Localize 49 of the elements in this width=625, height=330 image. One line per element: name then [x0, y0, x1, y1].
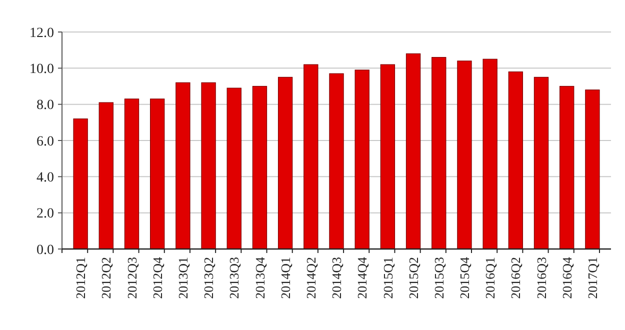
- bar: [432, 57, 446, 250]
- bar: [201, 82, 216, 250]
- x-tick-label: 2013Q4: [252, 256, 268, 299]
- y-tick-label: 12.0: [30, 26, 54, 41]
- x-tick-label: 2012Q1: [73, 257, 88, 299]
- x-tick-label: 2014Q3: [329, 257, 344, 299]
- y-tick-label: 4.0: [36, 170, 54, 186]
- x-tick-label: 2013Q3: [226, 257, 242, 299]
- y-tick-label: 8.0: [36, 98, 54, 114]
- x-tick-label: 2017Q1: [584, 257, 600, 299]
- y-tick-label: 10.0: [30, 62, 54, 78]
- x-tick-label: 2013Q1: [175, 257, 190, 299]
- x-tick-label: 2016Q1: [482, 257, 498, 299]
- bar: [304, 64, 318, 250]
- bar: [252, 86, 268, 250]
- bar: [150, 98, 165, 250]
- x-tick-label: 2016Q3: [534, 257, 549, 299]
- bar: [406, 53, 421, 250]
- bar: [329, 73, 344, 250]
- bar: [560, 86, 574, 250]
- x-tick-label: 2014Q4: [354, 256, 370, 299]
- bar: [176, 82, 190, 250]
- x-tick-label: 2012Q4: [150, 256, 165, 299]
- bar: [534, 76, 549, 250]
- x-tick-label: 2015Q2: [406, 257, 421, 299]
- y-tick-label: 2.0: [36, 206, 54, 222]
- bar: [98, 102, 114, 250]
- x-tick-label: 2016Q4: [559, 256, 574, 299]
- x-tick-label: 2015Q4: [457, 256, 472, 299]
- x-tick-label: 2016Q2: [508, 257, 524, 299]
- bar: [226, 88, 242, 250]
- x-tick-label: 2015Q1: [380, 257, 396, 299]
- y-tick-label: 0.0: [36, 242, 54, 258]
- x-tick-label: 2012Q2: [98, 257, 114, 299]
- bar: [585, 90, 600, 250]
- bar: [380, 64, 396, 250]
- bar: [73, 118, 88, 250]
- x-tick-label: 2014Q2: [303, 257, 318, 299]
- bar: [278, 76, 293, 250]
- x-tick-label: 2012Q3: [124, 257, 140, 299]
- bar: [482, 58, 498, 250]
- bar: [457, 60, 472, 250]
- x-tick-label: 2013Q2: [201, 257, 216, 299]
- x-tick-label: 2014Q1: [278, 257, 293, 299]
- y-tick-label: 6.0: [36, 134, 54, 150]
- bar: [354, 70, 370, 250]
- bar: [508, 71, 523, 250]
- bar: [124, 98, 140, 250]
- x-tick-label: 2015Q3: [431, 257, 446, 299]
